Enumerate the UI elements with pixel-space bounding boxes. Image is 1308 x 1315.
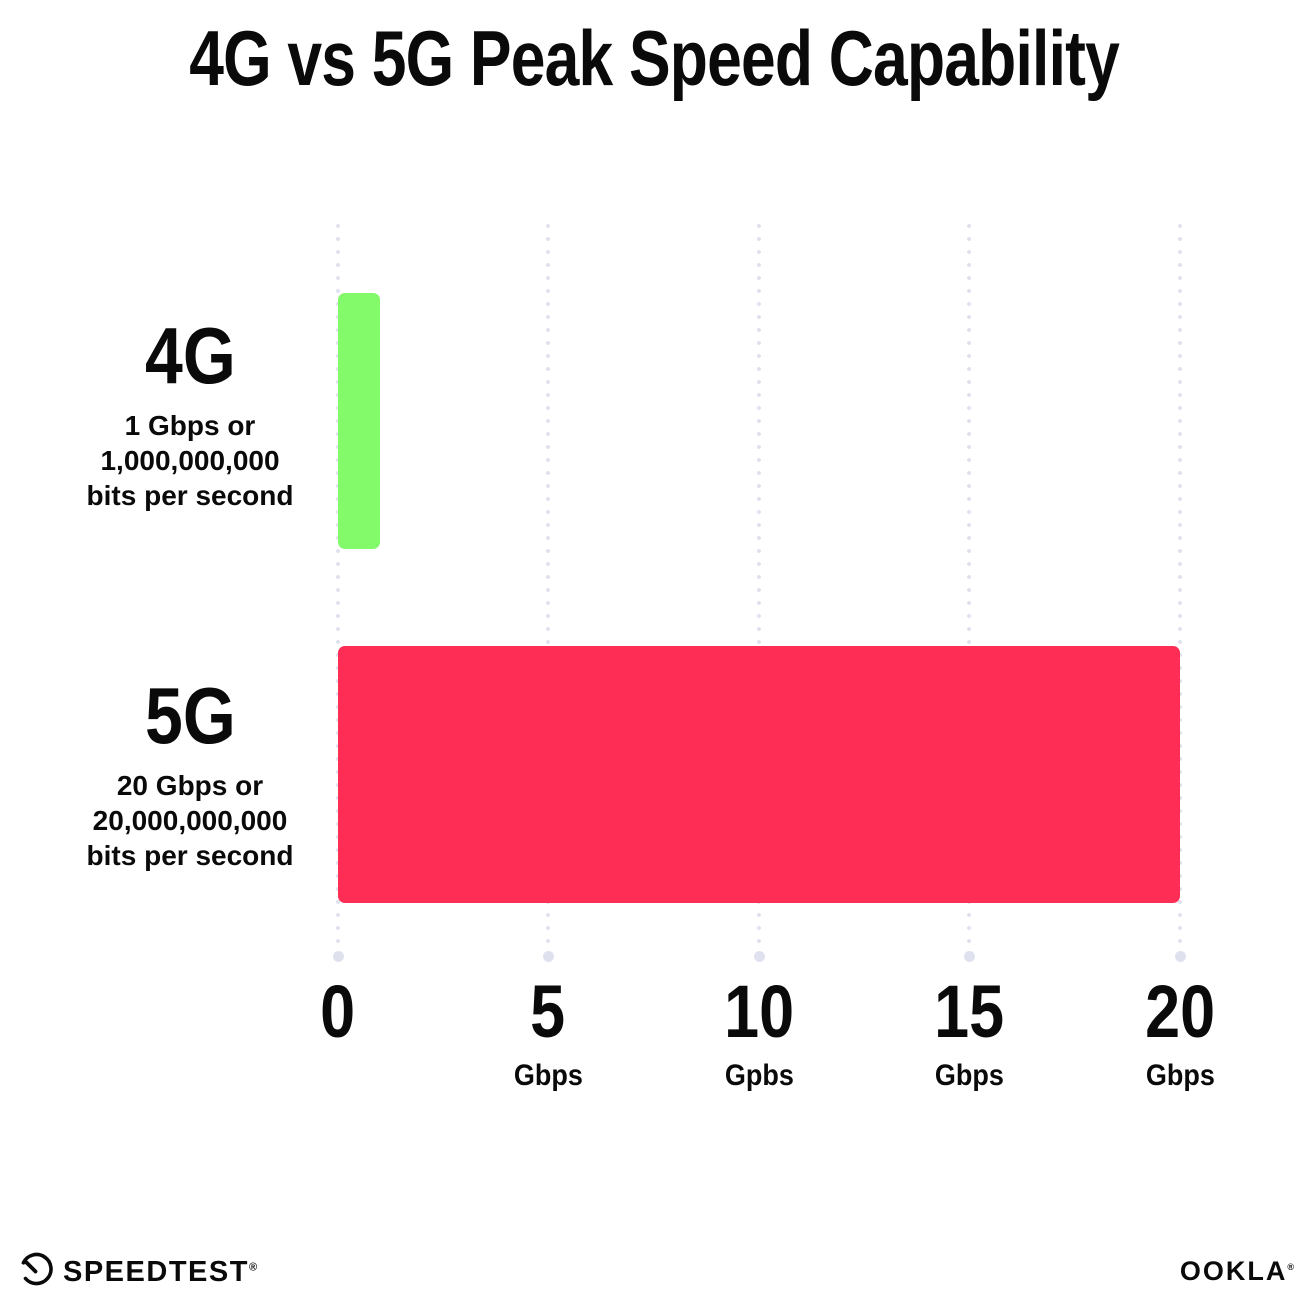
desc-line: 1 Gbps or	[124, 410, 256, 441]
speedtest-gauge-icon	[16, 1250, 56, 1295]
desc-line: bits per second	[86, 840, 294, 871]
gridline-0	[332, 224, 344, 962]
chart-title: 4G vs 5G Peak Speed Capability	[0, 14, 1308, 102]
x-tick-15: 15 Gbps	[859, 975, 1079, 1091]
x-tick-value: 20	[1145, 970, 1215, 1053]
category-label-5g: 5G 20 Gbps or 20,000,000,000 bits per se…	[55, 671, 325, 873]
x-tick-20: 20 Gbps	[1070, 975, 1290, 1091]
gridline-5	[542, 224, 554, 962]
x-tick-value: 0	[320, 970, 356, 1053]
x-tick-value: 5	[530, 970, 566, 1053]
speedtest-wordmark: SPEEDTEST®	[63, 1256, 259, 1288]
gridline-15	[963, 224, 975, 962]
speedtest-trademark: ®	[248, 1261, 259, 1274]
x-tick-value: 15	[934, 970, 1004, 1053]
desc-line: 20,000,000,000	[92, 805, 288, 836]
ookla-trademark: ®	[1287, 1262, 1296, 1272]
x-tick-unit: Gpbs	[724, 1059, 794, 1092]
x-tick-unit: Gbps	[934, 1059, 1004, 1092]
desc-line: 20 Gbps or	[116, 770, 264, 801]
category-name-5g: 5G	[144, 671, 236, 760]
x-tick-unit: Gbps	[513, 1059, 583, 1092]
ookla-wordmark: OOKLA	[1179, 1256, 1288, 1286]
x-tick-value: 10	[724, 970, 794, 1053]
x-tick-unit: Gbps	[1145, 1059, 1215, 1092]
chart-title-text: 4G vs 5G Peak Speed Capability	[189, 14, 1120, 102]
x-tick-10: 10 Gpbs	[649, 975, 869, 1091]
category-label-4g: 4G 1 Gbps or 1,000,000,000 bits per seco…	[55, 311, 325, 513]
x-tick-5: 5 Gbps	[438, 975, 658, 1091]
bar-5g	[338, 646, 1180, 903]
category-desc-5g: 20 Gbps or 20,000,000,000 bits per secon…	[55, 768, 325, 873]
bar-4g	[338, 293, 380, 549]
category-name-4g: 4G	[144, 311, 236, 400]
speedtest-logo: SPEEDTEST®	[16, 1250, 259, 1295]
category-desc-4g: 1 Gbps or 1,000,000,000 bits per second	[55, 408, 325, 513]
desc-line: 1,000,000,000	[100, 445, 280, 476]
gridline-10	[753, 224, 765, 962]
ookla-logo: OOKLA®	[1180, 1258, 1296, 1285]
desc-line: bits per second	[86, 480, 294, 511]
x-tick-0: 0	[228, 975, 448, 1091]
gridline-20	[1174, 224, 1186, 962]
x-tick-unit	[228, 1061, 448, 1091]
